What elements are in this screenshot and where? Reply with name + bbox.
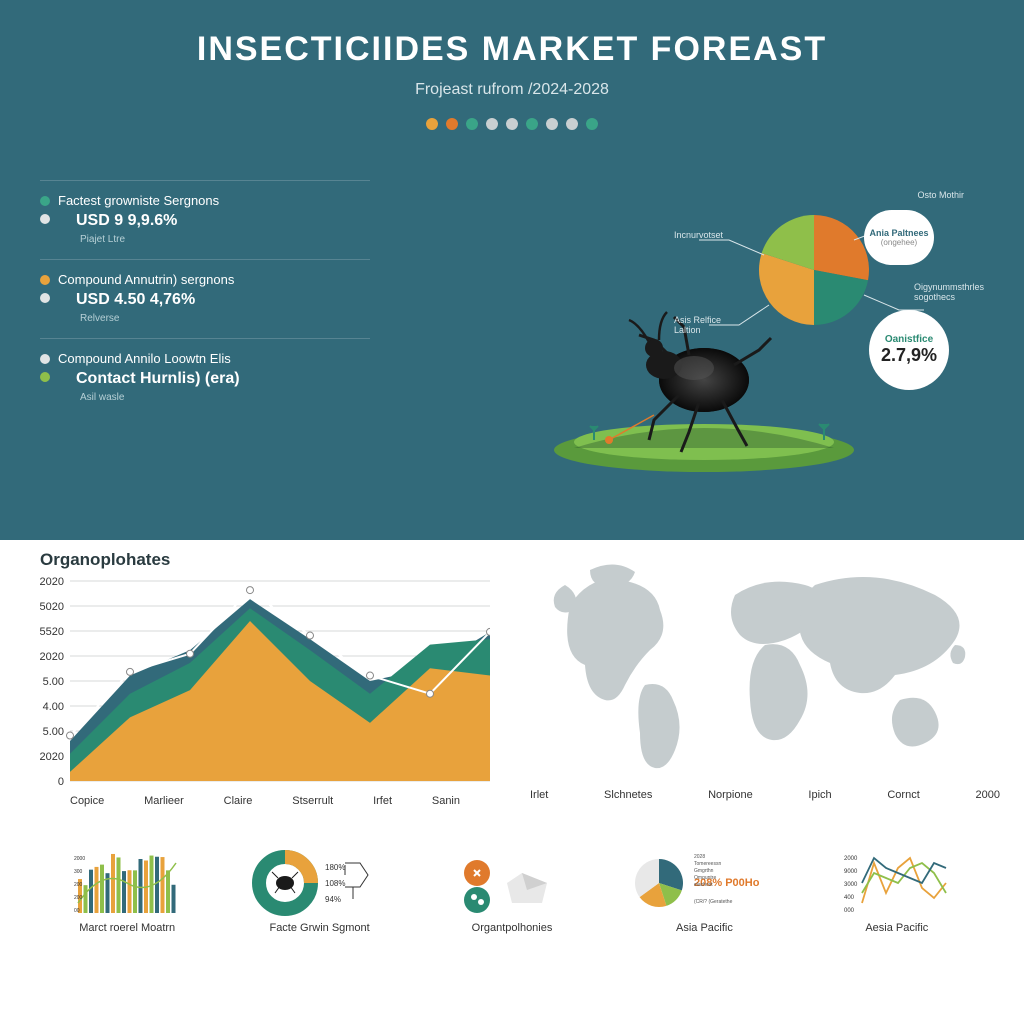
stat-caption: Asil wasle <box>80 392 370 403</box>
svg-text:Tomereessn: Tomereessn <box>694 861 721 867</box>
area-chart-icon: 2020 5020 5520 2020 5.00 4.00 5.00 2020 0 <box>40 576 490 786</box>
stat-block: Factest growniste Sergnons USD 9 9,9.6% … <box>40 180 370 259</box>
footer-card: Organtpolhonies <box>425 848 599 934</box>
svg-text:2020: 2020 <box>40 576 64 588</box>
stats-panel: Factest growniste Sergnons USD 9 9,9.6% … <box>40 180 370 417</box>
svg-text:5.00: 5.00 <box>43 676 64 688</box>
footer-card: 180% 108% 94% Facte Grwin Sgmont <box>232 848 406 934</box>
pie-callout-main: Oanistfice 2.7,9% <box>869 310 949 390</box>
svg-text:Gmgrthn: Gmgrthn <box>694 868 714 874</box>
map-x-tick: 2000 <box>975 789 999 801</box>
pie-label-lt: Incnurvotset <box>674 230 723 240</box>
stat-value: USD 4.50 4,76% <box>76 291 195 309</box>
dot-indicators <box>40 117 984 135</box>
svg-text:000: 000 <box>844 908 855 914</box>
stat-caption: Relverse <box>80 313 370 324</box>
world-map-icon <box>530 550 1000 780</box>
x-tick: Claire <box>224 795 253 807</box>
svg-text:0: 0 <box>58 776 64 786</box>
x-tick: Stserrult <box>292 795 333 807</box>
footer-card-label: Marct roerel Moatrn <box>40 922 214 934</box>
indicator-dot <box>546 118 558 130</box>
footer-card: 2000 9000 3000 400 000 Aesia Pacific <box>810 848 984 934</box>
svg-text:200: 200 <box>74 882 83 888</box>
svg-text:4.00: 4.00 <box>43 701 64 713</box>
x-tick: Marlieer <box>144 795 184 807</box>
indicator-dot <box>466 118 478 130</box>
chart-section: Organoplohates 2020 5020 5520 2020 5.00 4.00 5… <box>0 550 1024 836</box>
svg-text:elachost: elachost <box>694 882 713 888</box>
svg-text:2000: 2000 <box>844 856 858 862</box>
main-title: INSECTICIIDES MARKET FOREAST <box>40 30 984 69</box>
map-x-tick: Irlet <box>530 789 548 801</box>
svg-text:300: 300 <box>74 869 83 875</box>
svg-text:2000: 2000 <box>74 856 85 862</box>
svg-text:2020: 2020 <box>40 751 64 763</box>
pie-callout-top: Ania Paltnees (ongehee) <box>864 210 934 265</box>
footer-card-label: Organtpolhonies <box>425 922 599 934</box>
map-x-tick: Norpione <box>708 789 753 801</box>
stat-block: Compound Annilo Loowtn Elis Contact Hurn… <box>40 338 370 417</box>
footer-card-label: Facte Grwin Sgmont <box>232 922 406 934</box>
indicator-dot <box>486 118 498 130</box>
indicator-dot <box>586 118 598 130</box>
svg-text:94%: 94% <box>325 895 341 904</box>
indicator-dot <box>506 118 518 130</box>
pie-label-right: Oigynummsthrles sogothecs <box>914 282 984 302</box>
x-tick: Irfet <box>373 795 392 807</box>
pie-label-far: Osto Mothir <box>917 190 964 200</box>
footer-card-label: Aesia Pacific <box>810 922 984 934</box>
svg-text:(CR/? (Geratethe: (CR/? (Geratethe <box>694 899 733 905</box>
svg-text:2028: 2028 <box>694 854 705 860</box>
svg-text:00: 00 <box>74 908 80 914</box>
indicator-dot <box>426 118 438 130</box>
map-x-tick: Ipich <box>808 789 831 801</box>
stat-line: Factest growniste Sergnons <box>58 193 219 208</box>
svg-text:200: 200 <box>74 895 83 901</box>
x-tick: Sanin <box>432 795 460 807</box>
svg-text:5520: 5520 <box>40 626 64 638</box>
svg-text:108%: 108% <box>325 879 345 888</box>
hero-section: INSECTICIIDES MARKET FOREAST Frojeast ru… <box>0 0 1024 540</box>
indicator-dot <box>446 118 458 130</box>
svg-text:9000: 9000 <box>844 869 858 875</box>
indicator-dot <box>526 118 538 130</box>
area-chart-panel: Organoplohates 2020 5020 5520 2020 5.00 4.00 5… <box>40 550 500 836</box>
stat-line: Compound Annutrin) sergnons <box>58 272 234 287</box>
svg-text:400: 400 <box>844 895 855 901</box>
svg-text:2020: 2020 <box>40 651 64 663</box>
subtitle: Frojeast rufrom /2024-2028 <box>40 81 984 99</box>
stat-block: Compound Annutrin) sergnons USD 4.50 4,7… <box>40 259 370 338</box>
svg-text:Omquntre: Omquntre <box>694 875 716 881</box>
map-x-tick: Cornct <box>887 789 919 801</box>
svg-text:3000: 3000 <box>844 882 858 888</box>
world-map-panel: Irlet Slchnetes Norpione Ipich Cornct 2000 <box>530 550 1000 836</box>
footer-card: 208% P00Ho2028TomereessnGmgrthnOmquntree… <box>617 848 791 934</box>
footer-cards: 200030020020000Marct roerel Moatrn 180%1… <box>0 836 1024 934</box>
svg-text:180%: 180% <box>325 863 345 872</box>
stat-value: Contact Hurnlis) (era) <box>76 370 240 388</box>
indicator-dot <box>566 118 578 130</box>
x-tick: Copice <box>70 795 104 807</box>
footer-card: 2000 300 200 200 00 Marct roerel Moatrn <box>40 848 214 934</box>
hero-illustration: Ania Paltnees (ongehee) Oanistfice 2.7,9… <box>504 200 964 500</box>
svg-text:5.00: 5.00 <box>43 726 64 738</box>
map-x-labels: Irlet Slchnetes Norpione Ipich Cornct 2000 <box>530 789 1000 801</box>
stat-value: USD 9 9,9.6% <box>76 212 177 230</box>
area-chart-title: Organoplohates <box>40 550 500 570</box>
stat-line: Compound Annilo Loowtn Elis <box>58 351 231 366</box>
footer-card-label: Asia Pacific <box>617 922 791 934</box>
map-x-tick: Slchnetes <box>604 789 652 801</box>
svg-text:5020: 5020 <box>40 601 64 613</box>
pie-label-lb: Asis Relfice Laltion <box>674 315 724 335</box>
area-x-labels: Copice Marlieer Claire Stserrult Irfet Sanin <box>40 795 460 807</box>
stat-caption: Piajet Ltre <box>80 234 370 245</box>
